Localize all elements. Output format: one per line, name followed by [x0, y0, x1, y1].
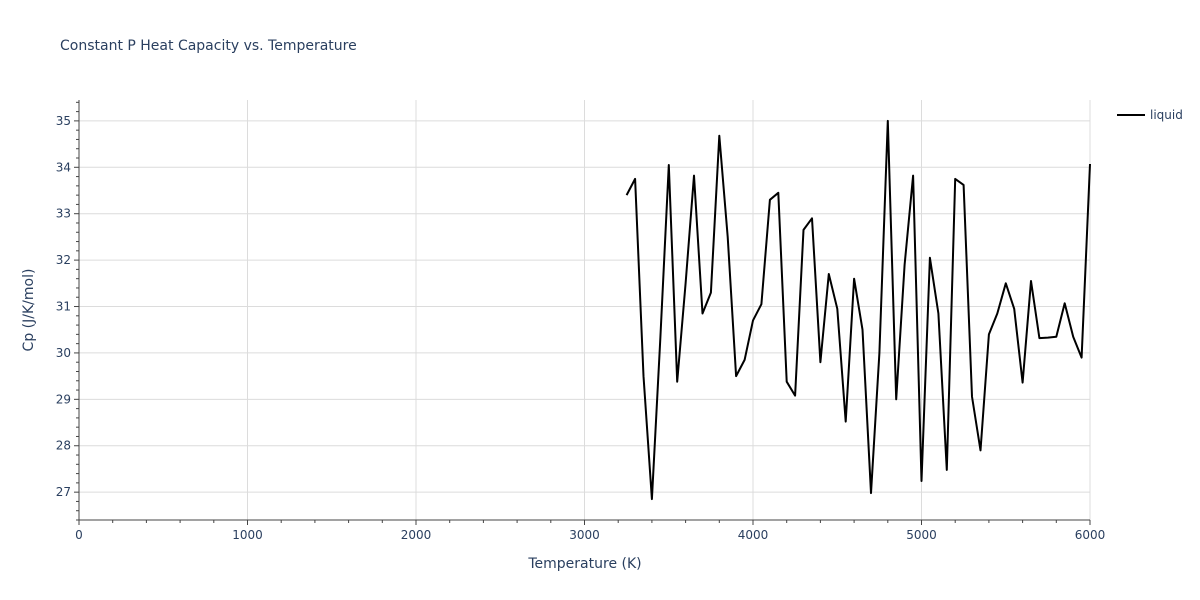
- y-tick-label: 33: [56, 207, 71, 221]
- legend-label-liquid: liquid: [1150, 108, 1183, 122]
- y-axis-ticks: [74, 120, 79, 493]
- x-tick-label: 6000: [1075, 528, 1106, 542]
- x-tick-label: 1000: [232, 528, 263, 542]
- y-tick-label: 27: [56, 485, 71, 499]
- chart-title: Constant P Heat Capacity vs. Temperature: [60, 38, 357, 54]
- y-tick-label: 29: [56, 392, 71, 406]
- y-axis-tick-labels: 27 28 29 30 31 32 33 34 35: [56, 114, 71, 499]
- x-axis-ticks: [78, 520, 1091, 525]
- y-tick-label: 35: [56, 114, 71, 128]
- y-tick-label: 31: [56, 300, 71, 314]
- x-axis-title: Temperature (K): [527, 556, 641, 572]
- x-tick-label: 4000: [738, 528, 769, 542]
- y-tick-label: 34: [56, 160, 71, 174]
- x-tick-label: 3000: [569, 528, 600, 542]
- y-axis-title: Cp (J/K/mol): [21, 269, 37, 352]
- x-axis-minor-ticks: [112, 520, 1057, 523]
- x-tick-label: 0: [75, 528, 83, 542]
- x-axis-tick-labels: 0 1000 2000 3000 4000 5000 6000: [75, 528, 1105, 542]
- y-gridlines: [79, 120, 1090, 493]
- x-tick-label: 2000: [401, 528, 432, 542]
- y-axis-minor-ticks: [76, 101, 79, 521]
- y-tick-label: 30: [56, 346, 71, 360]
- series-line-liquid: [625, 119, 1091, 501]
- series-group: [625, 119, 1091, 501]
- y-tick-label: 32: [56, 253, 71, 267]
- y-tick-label: 28: [56, 439, 71, 453]
- legend[interactable]: liquid: [1117, 108, 1183, 122]
- x-tick-label: 5000: [906, 528, 937, 542]
